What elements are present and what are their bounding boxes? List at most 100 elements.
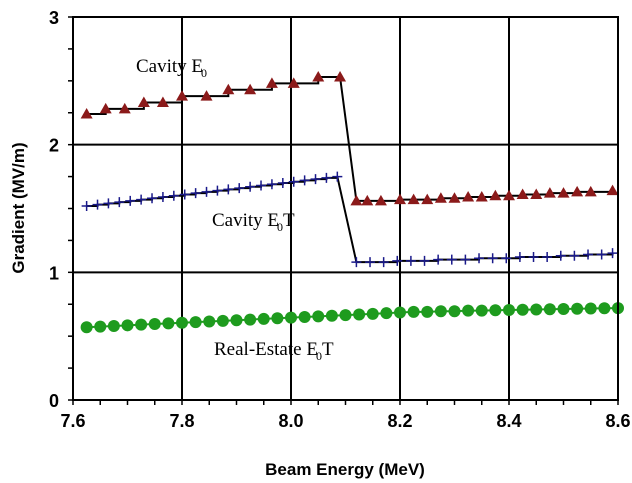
- data-point-triangle: [265, 77, 278, 88]
- data-point-triangle: [374, 194, 387, 206]
- data-point-plus: [405, 255, 416, 266]
- x-axis-title: Beam Energy (MeV): [265, 460, 425, 479]
- data-point-plus: [446, 254, 457, 265]
- data-point-circle: [503, 303, 515, 316]
- data-point-circle: [543, 303, 556, 316]
- series-1: [81, 171, 618, 268]
- data-point-triangle: [361, 194, 374, 206]
- data-point-plus: [147, 193, 158, 204]
- data-point-triangle: [530, 188, 543, 199]
- data-point-circle: [230, 314, 243, 327]
- data-point-triangle: [434, 192, 447, 203]
- data-point-plus: [487, 253, 498, 264]
- data-point-triangle: [543, 187, 556, 198]
- data-point-plus: [569, 250, 580, 261]
- plot-frame: [72, 16, 619, 401]
- data-point-plus: [555, 250, 566, 261]
- data-point-plus: [542, 252, 553, 263]
- data-point-plus: [234, 183, 245, 194]
- data-point-plus: [299, 175, 310, 186]
- data-point-triangle: [312, 71, 325, 82]
- data-point-plus: [212, 185, 223, 196]
- grid-lines: [73, 17, 618, 400]
- data-point-plus: [528, 252, 539, 263]
- y-tick-label: 2: [49, 136, 59, 156]
- data-point-triangle: [557, 187, 570, 198]
- x-tick-label: 8.2: [387, 411, 412, 431]
- data-point-plus: [351, 257, 362, 268]
- data-point-triangle: [244, 83, 257, 95]
- data-point-circle: [516, 303, 529, 316]
- x-tick-label: 8.6: [605, 411, 630, 431]
- data-point-circle: [121, 319, 134, 332]
- data-point-circle: [312, 310, 325, 323]
- annotation-real-estate-e0t: Real-Estate E0T: [214, 339, 334, 363]
- data-point-circle: [257, 312, 270, 325]
- data-point-plus: [501, 253, 512, 264]
- x-tick-label: 8.4: [496, 411, 521, 431]
- data-point-plus: [460, 254, 471, 265]
- data-point-plus: [190, 188, 201, 199]
- data-point-plus: [125, 195, 136, 206]
- data-point-plus: [607, 248, 618, 259]
- data-point-circle: [176, 316, 188, 329]
- data-point-circle: [394, 306, 406, 319]
- data-point-plus: [365, 257, 376, 268]
- data-point-plus: [256, 180, 267, 191]
- tick-labels: 7.6 7.8 8.0 8.2 8.4 8.6 0 1 2 3: [49, 8, 631, 431]
- data-point-circle: [530, 303, 543, 316]
- data-point-plus: [310, 174, 321, 185]
- data-point-plus: [103, 198, 114, 209]
- data-point-circle: [135, 318, 148, 331]
- data-point-triangle: [475, 191, 488, 202]
- data-point-circle: [216, 314, 229, 327]
- data-point-triangle: [571, 185, 584, 197]
- data-point-triangle: [156, 96, 169, 108]
- data-point-triangle: [99, 102, 112, 114]
- data-point-plus: [92, 199, 103, 210]
- data-point-plus: [583, 249, 594, 260]
- data-point-triangle: [176, 90, 188, 101]
- data-point-circle: [80, 321, 93, 334]
- data-point-plus: [223, 184, 234, 195]
- data-point-circle: [271, 312, 284, 325]
- x-tick-label: 7.6: [60, 411, 85, 431]
- data-point-triangle: [606, 184, 619, 196]
- data-point-triangle: [222, 83, 235, 95]
- x-tick-label: 7.8: [169, 411, 194, 431]
- data-point-plus: [596, 249, 607, 260]
- data-point-plus: [277, 177, 288, 188]
- data-point-triangle: [334, 71, 347, 82]
- data-point-circle: [462, 304, 475, 317]
- data-point-circle: [162, 317, 175, 330]
- data-point-plus: [378, 257, 389, 268]
- series-2: [80, 302, 624, 334]
- data-point-circle: [489, 304, 502, 317]
- data-point-circle: [598, 302, 611, 315]
- data-point-circle: [407, 305, 420, 318]
- data-point-circle: [298, 311, 311, 324]
- data-point-triangle: [448, 192, 461, 203]
- data-point-plus: [179, 189, 190, 200]
- data-point-plus: [321, 172, 332, 183]
- data-point-plus: [514, 252, 525, 263]
- data-point-circle: [434, 305, 447, 318]
- series-line: [86, 307, 619, 329]
- data-point-triangle: [516, 188, 529, 199]
- data-point-plus: [419, 255, 430, 266]
- data-point-plus: [157, 192, 168, 203]
- data-point-triangle: [462, 191, 475, 202]
- data-point-circle: [571, 302, 584, 315]
- data-point-triangle: [503, 189, 515, 201]
- annotation-cavity-e0t: Cavity E0T: [212, 210, 295, 234]
- data-point-plus: [288, 176, 299, 187]
- data-point-circle: [339, 309, 352, 322]
- data-point-circle: [189, 316, 202, 329]
- y-tick-label: 3: [49, 8, 59, 28]
- data-point-plus: [81, 200, 92, 211]
- data-point-circle: [285, 311, 297, 324]
- data-point-circle: [584, 302, 597, 315]
- data-point-plus: [114, 197, 125, 208]
- y-axis-title: Gradient (MV/m): [9, 142, 28, 273]
